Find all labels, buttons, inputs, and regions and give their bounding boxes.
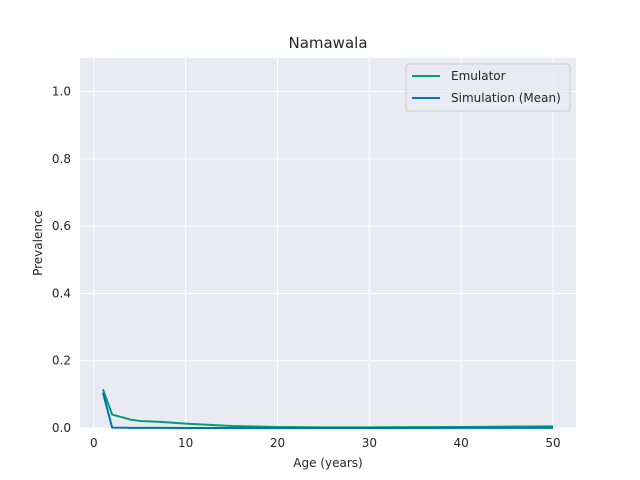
x-tick-label: 40 [454, 436, 469, 450]
legend-label-simulation-mean: Simulation (Mean) [451, 91, 561, 105]
y-tick-label: 0.2 [52, 354, 71, 368]
legend-label-emulator: Emulator [451, 69, 506, 83]
x-tick-label: 50 [545, 436, 560, 450]
y-tick-label: 0.8 [52, 152, 71, 166]
y-tick-label: 0.0 [52, 421, 71, 435]
y-tick-label: 1.0 [52, 85, 71, 99]
x-axis-label: Age (years) [293, 456, 362, 470]
chart-title: Namawala [288, 34, 367, 52]
y-tick-label: 0.4 [52, 286, 71, 300]
x-tick-label: 20 [270, 436, 285, 450]
series-layer [101, 388, 554, 429]
legend: Emulator Simulation (Mean) [405, 63, 571, 112]
y-tick-label: 0.6 [52, 219, 71, 233]
ticks: 0 10 20 30 40 50 0.0 0.2 0.4 0.6 0.8 1.0 [52, 85, 561, 450]
y-axis-label: Prevalence [31, 210, 45, 276]
x-tick-label: 0 [90, 436, 98, 450]
x-tick-label: 10 [178, 436, 193, 450]
plot-area [80, 58, 576, 428]
legend-box [405, 63, 571, 112]
x-tick-label: 30 [362, 436, 377, 450]
series-line-simulation-mean [101, 392, 554, 429]
